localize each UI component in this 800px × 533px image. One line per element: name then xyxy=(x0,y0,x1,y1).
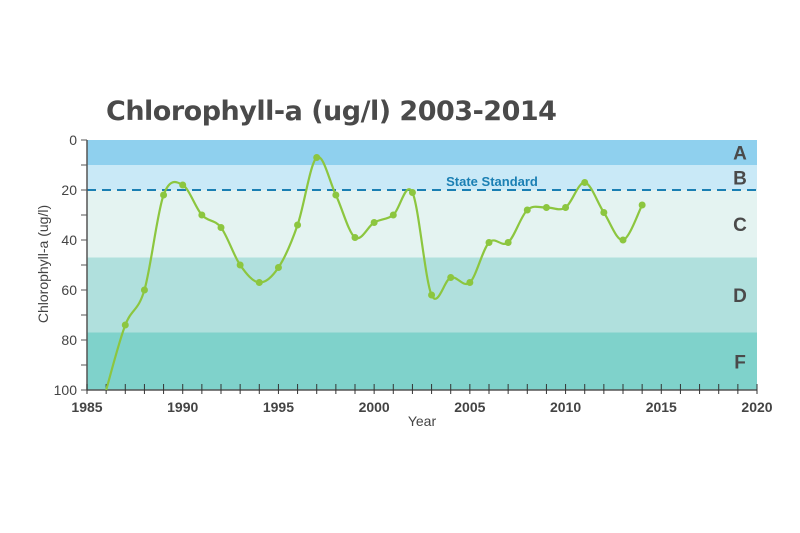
y-tick-label: 40 xyxy=(61,232,77,248)
data-point xyxy=(638,201,646,209)
data-point xyxy=(294,221,302,229)
data-point xyxy=(140,286,148,294)
y-axis-label: Chlorophyll-a (ug/l) xyxy=(35,205,51,323)
x-tick-label: 1990 xyxy=(167,399,198,415)
data-point xyxy=(198,211,206,219)
y-tick-label: 0 xyxy=(69,132,77,148)
chart-title: Chlorophyll-a (ug/l) 2003-2014 xyxy=(106,96,557,127)
grade-band-d xyxy=(87,257,757,333)
data-point xyxy=(236,261,244,269)
data-point xyxy=(389,211,397,219)
grade-band-f xyxy=(87,332,757,390)
grade-band-b xyxy=(87,165,757,190)
x-tick-label: 2000 xyxy=(359,399,390,415)
data-point xyxy=(504,239,512,246)
data-point xyxy=(255,279,263,286)
x-tick-label: 2010 xyxy=(550,399,581,415)
data-point xyxy=(408,189,416,196)
data-point xyxy=(466,279,474,286)
grade-label-b: B xyxy=(733,169,747,190)
x-tick-label: 2015 xyxy=(646,399,677,415)
x-tick-label: 1995 xyxy=(263,399,294,415)
data-point xyxy=(447,274,455,281)
x-tick-label: 2005 xyxy=(454,399,485,415)
grade-band-a xyxy=(87,140,757,165)
data-point xyxy=(619,236,627,244)
grade-label-d: D xyxy=(733,286,747,307)
grade-label-f: F xyxy=(734,352,746,373)
data-point xyxy=(332,191,340,199)
x-tick-label: 1985 xyxy=(71,399,102,415)
data-point xyxy=(274,264,282,271)
data-point xyxy=(179,181,187,189)
data-point xyxy=(562,204,570,211)
x-axis-label: Year xyxy=(408,413,437,429)
y-tick-label: 60 xyxy=(61,282,77,298)
grade-label-c: C xyxy=(733,215,747,236)
y-tick-label: 100 xyxy=(54,382,78,398)
data-point xyxy=(217,224,225,231)
data-point xyxy=(542,204,550,211)
x-tick-label: 2020 xyxy=(741,399,772,415)
data-point xyxy=(370,219,378,226)
data-point xyxy=(160,191,168,199)
data-point xyxy=(581,179,589,186)
data-point xyxy=(428,291,436,299)
data-point xyxy=(121,321,129,329)
data-point xyxy=(523,206,531,214)
y-tick-label: 20 xyxy=(61,182,77,198)
state-standard-label: State Standard xyxy=(446,174,538,189)
y-tick-label: 80 xyxy=(61,332,77,348)
data-point xyxy=(600,209,608,216)
data-point xyxy=(485,239,493,246)
data-point xyxy=(313,154,321,161)
data-point xyxy=(351,234,359,241)
grade-label-a: A xyxy=(733,144,747,165)
